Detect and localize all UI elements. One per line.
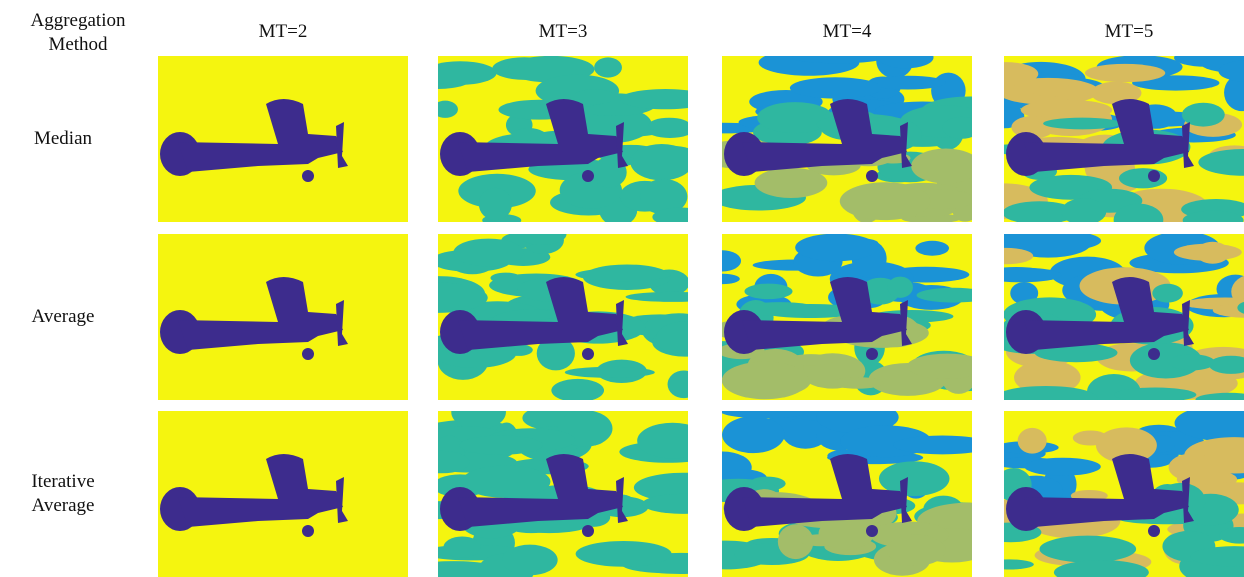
corner-label: Aggregation Method — [10, 9, 146, 57]
segment-region — [887, 535, 946, 566]
segment-region — [1031, 85, 1082, 97]
segment-region — [502, 545, 558, 576]
segment-region — [443, 536, 480, 557]
segmentation-image — [158, 56, 408, 222]
column-header: MT=5 — [1004, 20, 1244, 44]
segmentation-image — [1004, 234, 1244, 400]
segment-region — [887, 277, 912, 298]
segment-region — [722, 362, 808, 400]
column-header: MT=4 — [722, 20, 972, 44]
segment-region — [1169, 453, 1216, 481]
segmentation-image — [158, 234, 408, 400]
segment-region — [1196, 242, 1230, 264]
segment-region — [1152, 284, 1183, 303]
segment-region — [1119, 168, 1167, 188]
segment-region — [1039, 536, 1136, 563]
segmentation-image — [1004, 411, 1244, 577]
segment-region — [479, 188, 512, 220]
segment-region — [819, 518, 875, 550]
segment-region — [1085, 64, 1165, 82]
figure: Aggregation Method MT=2 MT=3 MT=4 MT=5 Media… — [0, 0, 1244, 573]
row-label: Iterative Average — [10, 470, 116, 518]
segment-region — [840, 182, 931, 220]
segment-region — [565, 367, 655, 378]
segment-region — [461, 465, 550, 497]
segment-region — [787, 354, 835, 365]
segmentation-image — [438, 56, 688, 222]
segmentation-image — [438, 411, 688, 577]
segment-region — [790, 77, 881, 98]
segment-region — [649, 118, 688, 132]
segment-region — [795, 234, 877, 261]
segment-region — [576, 541, 672, 567]
segment-region — [1018, 428, 1047, 454]
segment-region — [1169, 354, 1215, 370]
segment-region — [915, 241, 949, 256]
segment-region — [1024, 458, 1100, 476]
segment-region — [575, 268, 671, 281]
segmentation-image — [158, 411, 408, 577]
segmentation-image — [722, 56, 972, 222]
segment-region — [594, 57, 622, 77]
segment-region — [722, 416, 785, 453]
row-label: Average — [10, 305, 116, 329]
column-header: MT=3 — [438, 20, 688, 44]
segment-region — [1073, 430, 1108, 445]
segment-region — [459, 436, 542, 455]
segmentation-image — [722, 411, 972, 577]
segment-region — [573, 89, 616, 104]
row-label: Median — [10, 127, 116, 151]
segment-region — [1043, 118, 1121, 130]
segment-region — [744, 284, 792, 300]
segment-region — [755, 168, 828, 198]
segment-region — [831, 377, 883, 389]
segmentation-image — [1004, 56, 1244, 222]
segment-region — [870, 76, 946, 90]
segmentation-image — [722, 234, 972, 400]
segmentation-image — [438, 234, 688, 400]
column-header: MT=2 — [158, 20, 408, 44]
segment-region — [453, 239, 523, 267]
